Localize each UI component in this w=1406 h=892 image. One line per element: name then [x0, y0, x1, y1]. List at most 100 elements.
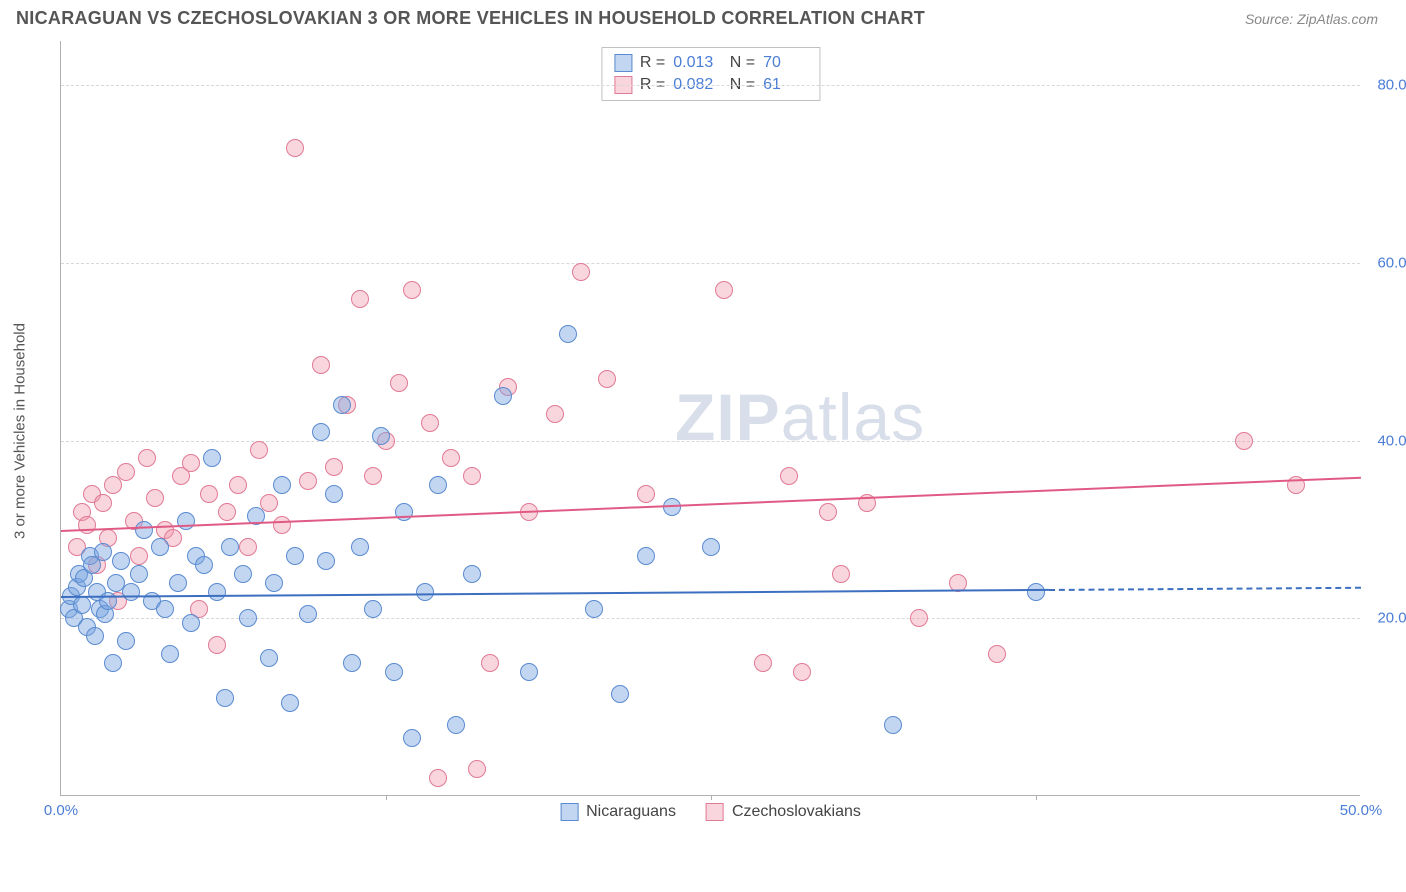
point-czechoslovakian: [793, 663, 811, 681]
point-nicaraguan: [161, 645, 179, 663]
point-nicaraguan: [702, 538, 720, 556]
point-czechoslovakian: [403, 281, 421, 299]
point-czechoslovakian: [130, 547, 148, 565]
point-czechoslovakian: [481, 654, 499, 672]
point-czechoslovakian: [832, 565, 850, 583]
point-nicaraguan: [343, 654, 361, 672]
point-nicaraguan: [239, 609, 257, 627]
point-czechoslovakian: [325, 458, 343, 476]
point-nicaraguan: [463, 565, 481, 583]
point-nicaraguan: [156, 600, 174, 618]
point-nicaraguan: [151, 538, 169, 556]
source-attribution: Source: ZipAtlas.com: [1245, 11, 1378, 27]
point-czechoslovakian: [390, 374, 408, 392]
point-czechoslovakian: [229, 476, 247, 494]
gridline: [61, 263, 1360, 264]
point-nicaraguan: [663, 498, 681, 516]
point-nicaraguan: [182, 614, 200, 632]
point-nicaraguan: [416, 583, 434, 601]
point-czechoslovakian: [117, 463, 135, 481]
point-nicaraguan: [281, 694, 299, 712]
point-nicaraguan: [195, 556, 213, 574]
point-nicaraguan: [273, 476, 291, 494]
point-nicaraguan: [637, 547, 655, 565]
point-czechoslovakian: [182, 454, 200, 472]
point-czechoslovakian: [468, 760, 486, 778]
point-czechoslovakian: [442, 449, 460, 467]
point-nicaraguan: [286, 547, 304, 565]
chart-title: NICARAGUAN VS CZECHOSLOVAKIAN 3 OR MORE …: [16, 8, 925, 29]
point-czechoslovakian: [138, 449, 156, 467]
point-nicaraguan: [104, 654, 122, 672]
x-tick-mark: [1036, 795, 1037, 800]
point-nicaraguan: [364, 600, 382, 618]
bottom-legend: Nicaraguans Czechoslovakians: [560, 803, 861, 821]
stats-legend-box: R = 0.013 N = 70 R = 0.082 N = 61: [601, 47, 820, 101]
point-nicaraguan: [94, 543, 112, 561]
y-axis-label: 3 or more Vehicles in Household: [12, 323, 29, 539]
point-czechoslovakian: [104, 476, 122, 494]
point-czechoslovakian: [715, 281, 733, 299]
point-nicaraguan: [73, 596, 91, 614]
point-czechoslovakian: [299, 472, 317, 490]
point-nicaraguan: [234, 565, 252, 583]
point-nicaraguan: [333, 396, 351, 414]
point-nicaraguan: [216, 689, 234, 707]
r-value-nicaraguans: 0.013: [673, 52, 717, 74]
point-nicaraguan: [221, 538, 239, 556]
point-czechoslovakian: [819, 503, 837, 521]
point-nicaraguan: [447, 716, 465, 734]
point-nicaraguan: [494, 387, 512, 405]
point-nicaraguan: [403, 729, 421, 747]
point-czechoslovakian: [598, 370, 616, 388]
x-tick-mark: [386, 795, 387, 800]
gridline: [61, 85, 1360, 86]
point-czechoslovakian: [239, 538, 257, 556]
point-nicaraguan: [325, 485, 343, 503]
point-czechoslovakian: [351, 290, 369, 308]
chart-container: 3 or more Vehicles in Household ZIPatlas…: [50, 41, 1380, 821]
point-nicaraguan: [372, 427, 390, 445]
trendline-nicaraguan-extrapolated: [1049, 587, 1361, 591]
point-czechoslovakian: [754, 654, 772, 672]
point-czechoslovakian: [200, 485, 218, 503]
point-nicaraguan: [312, 423, 330, 441]
point-czechoslovakian: [572, 263, 590, 281]
point-czechoslovakian: [546, 405, 564, 423]
swatch-blue-icon: [560, 803, 578, 821]
point-czechoslovakian: [463, 467, 481, 485]
y-tick-label: 60.0%: [1365, 255, 1406, 272]
swatch-blue: [614, 54, 632, 72]
trendline-czechoslovakian: [61, 476, 1361, 531]
point-czechoslovakian: [273, 516, 291, 534]
point-nicaraguan: [611, 685, 629, 703]
point-nicaraguan: [99, 592, 117, 610]
point-czechoslovakian: [637, 485, 655, 503]
point-nicaraguan: [117, 632, 135, 650]
point-czechoslovakian: [780, 467, 798, 485]
legend-item-nicaraguans: Nicaraguans: [560, 803, 676, 821]
point-nicaraguan: [317, 552, 335, 570]
point-czechoslovakian: [910, 609, 928, 627]
point-nicaraguan: [112, 552, 130, 570]
stats-row-nicaraguans: R = 0.013 N = 70: [614, 52, 807, 74]
point-nicaraguan: [1027, 583, 1045, 601]
point-czechoslovakian: [78, 516, 96, 534]
point-nicaraguan: [351, 538, 369, 556]
point-czechoslovakian: [94, 494, 112, 512]
point-nicaraguan: [265, 574, 283, 592]
point-nicaraguan: [559, 325, 577, 343]
point-czechoslovakian: [208, 636, 226, 654]
point-nicaraguan: [122, 583, 140, 601]
point-nicaraguan: [260, 649, 278, 667]
point-nicaraguan: [299, 605, 317, 623]
y-tick-label: 20.0%: [1365, 610, 1406, 627]
point-nicaraguan: [520, 663, 538, 681]
point-czechoslovakian: [260, 494, 278, 512]
x-tick-mark: [711, 795, 712, 800]
plot-area: ZIPatlas R = 0.013 N = 70 R = 0.082 N = …: [60, 41, 1360, 796]
point-czechoslovakian: [988, 645, 1006, 663]
point-czechoslovakian: [312, 356, 330, 374]
point-nicaraguan: [208, 583, 226, 601]
point-czechoslovakian: [146, 489, 164, 507]
